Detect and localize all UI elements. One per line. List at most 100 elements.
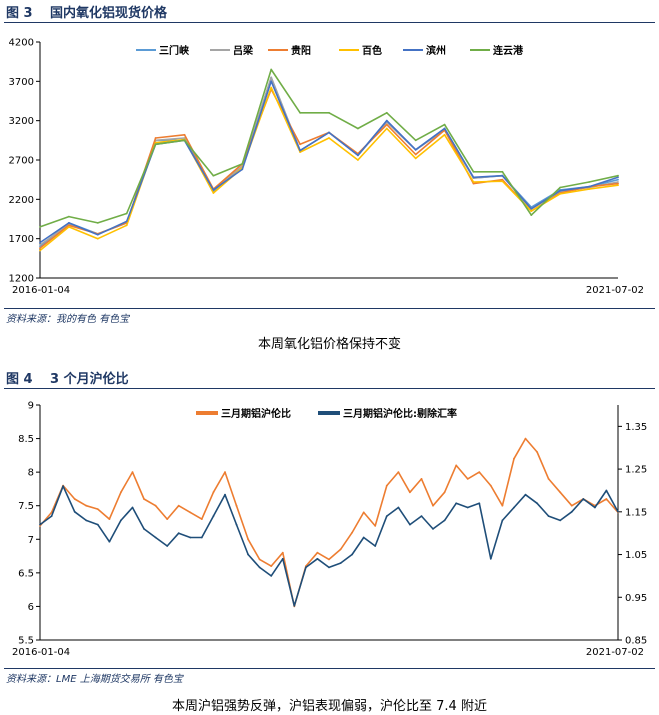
- data-point: [472, 181, 475, 183]
- data-point: [617, 182, 619, 185]
- alumina-price-chart: 1200 1700 2200 2700 3200 3700 4200 2016-01-04 20…: [9, 38, 644, 297]
- figure1-number: 图 3: [6, 6, 33, 21]
- y-tick-label: 3200: [9, 116, 34, 127]
- data-point: [120, 519, 122, 522]
- data-point: [212, 515, 215, 517]
- data-point: [39, 241, 41, 244]
- data-point: [270, 575, 273, 577]
- series-line-5: [39, 68, 619, 228]
- data-point: [131, 506, 134, 509]
- data-point: [582, 498, 585, 500]
- data-point: [96, 237, 99, 240]
- data-point: [466, 478, 469, 480]
- data-point: [143, 528, 145, 530]
- data-point: [414, 139, 417, 142]
- legend-label-0: 三月期铝沪伦比: [221, 407, 291, 420]
- data-point: [316, 551, 319, 554]
- data-point: [455, 464, 458, 467]
- data-point: [125, 220, 128, 223]
- y-tick-label: 6: [28, 602, 34, 613]
- data-point: [443, 491, 446, 494]
- y-tick-label: 7: [28, 535, 34, 546]
- data-point: [316, 557, 319, 560]
- data-point: [472, 170, 475, 173]
- data-point: [62, 485, 64, 488]
- data-point: [489, 484, 492, 487]
- legend-label-5: 连云港: [493, 44, 524, 57]
- data-point: [189, 511, 192, 514]
- data-point: [385, 123, 388, 126]
- data-point: [96, 523, 99, 526]
- data-point: [177, 532, 180, 535]
- data-point: [443, 133, 446, 136]
- data-point: [594, 506, 596, 509]
- data-point: [299, 143, 301, 146]
- x-end-label: 2021-07-02: [586, 285, 644, 296]
- data-point: [50, 515, 53, 517]
- y2-tick-label: 1.15: [625, 507, 647, 518]
- data-point: [501, 170, 504, 173]
- shfe-lme-ratio-chart: 5.5 6 6.5 7 7.5 8 8.5 9 0.85 0.95 1.05 1.15 1.25 1.35…: [12, 401, 647, 659]
- y-tick-label: 2200: [9, 195, 34, 206]
- data-point: [293, 604, 296, 607]
- series-line-1: [39, 485, 619, 607]
- y-tick-label: 3700: [9, 77, 34, 88]
- data-point: [420, 515, 423, 517]
- data-point: [299, 111, 301, 114]
- data-point: [443, 519, 446, 522]
- data-point: [96, 222, 99, 224]
- figure1-top-rule: [4, 22, 655, 23]
- data-point: [68, 224, 70, 227]
- y2-tick-label: 0.85: [625, 636, 647, 647]
- data-point: [617, 184, 619, 187]
- data-point: [39, 226, 41, 228]
- data-point: [559, 491, 562, 494]
- data-point: [108, 540, 111, 543]
- data-point: [362, 536, 365, 539]
- data-point: [432, 504, 434, 507]
- data-point: [617, 181, 619, 183]
- data-point: [270, 565, 273, 567]
- data-point: [299, 149, 301, 152]
- figure1-title-text: 国内氧化铝现货价格: [50, 6, 168, 21]
- data-point: [299, 151, 301, 153]
- data-point: [588, 188, 590, 191]
- x-start-label: 2016-01-04: [12, 647, 70, 658]
- data-point: [166, 545, 169, 547]
- legend-label-1: 吕梁: [233, 44, 254, 57]
- legend-label-2: 贵阳: [291, 44, 311, 57]
- data-point: [166, 518, 169, 520]
- data-point: [588, 181, 590, 183]
- data-point: [357, 127, 359, 130]
- data-point: [357, 159, 359, 161]
- data-point: [559, 189, 562, 192]
- figure1-title: 图 3 国内氧化铝现货价格: [6, 2, 167, 21]
- data-point: [270, 86, 273, 89]
- data-point: [478, 471, 481, 473]
- data-point: [617, 510, 619, 513]
- data-point: [385, 119, 388, 122]
- data-point: [385, 111, 388, 114]
- y2-tick-label: 1.05: [625, 550, 647, 561]
- data-point: [270, 80, 273, 83]
- figure2-top-rule: [4, 388, 655, 389]
- figure1-source: 资料来源：我的有色 有色宝: [6, 314, 130, 325]
- data-point: [270, 76, 273, 79]
- figure1-caption: 本周氧化铝价格保持不变: [257, 337, 401, 352]
- data-point: [536, 502, 538, 505]
- data-point: [183, 139, 186, 142]
- data-point: [183, 133, 186, 136]
- data-point: [39, 244, 41, 246]
- data-point: [570, 510, 573, 513]
- data-point: [200, 536, 203, 539]
- figure2-caption: 本周沪铝强势反弹，沪铝表现偏弱，沪伦比至 7.4 附近: [172, 699, 487, 714]
- data-point: [85, 519, 88, 522]
- data-point: [39, 249, 41, 252]
- data-point: [224, 493, 226, 496]
- y2-tick-label: 0.95: [625, 593, 647, 604]
- data-point: [559, 186, 562, 189]
- data-point: [530, 214, 533, 217]
- y2-tick-label: 1.35: [625, 422, 647, 433]
- data-point: [570, 504, 573, 507]
- data-point: [305, 566, 307, 569]
